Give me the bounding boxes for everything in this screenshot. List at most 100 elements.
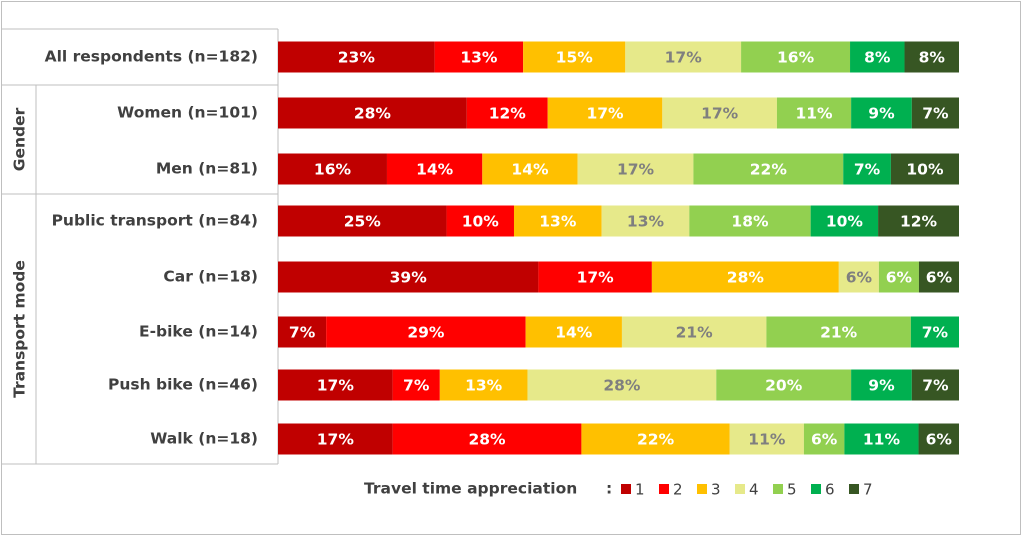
data-label: 17% (317, 431, 355, 449)
data-label: 10% (826, 213, 864, 231)
category-label: Women (n=101) (117, 104, 258, 122)
data-label: 14% (555, 324, 593, 342)
category-label: All respondents (n=182) (45, 48, 258, 66)
bar-segment (741, 41, 851, 73)
legend-swatch (697, 484, 707, 494)
bar-segment (890, 153, 959, 185)
bar-segment (838, 261, 879, 293)
data-label: 14% (511, 161, 549, 179)
data-label: 17% (577, 269, 615, 287)
legend-swatch (811, 484, 821, 494)
bar-segment (392, 369, 440, 401)
data-label: 6% (926, 269, 953, 287)
bar-segment (911, 97, 959, 129)
data-label: 20% (765, 377, 803, 395)
legend-entry: 5 (787, 481, 797, 499)
bar-segment (581, 423, 730, 455)
group-label-1: Gender (11, 107, 29, 171)
bar-segment (766, 316, 911, 348)
data-label: 9% (868, 105, 895, 123)
data-label: 13% (465, 377, 503, 395)
legend-title: Travel time appreciation (364, 480, 577, 498)
data-label: 7% (854, 161, 881, 179)
bar-segment (689, 205, 811, 237)
bar-segment (525, 316, 622, 348)
data-label: 13% (627, 213, 665, 231)
bar-segment (482, 153, 578, 185)
bar-segment (918, 261, 959, 293)
category-label: Men (n=81) (156, 160, 258, 178)
data-label: 14% (416, 161, 454, 179)
data-label: 12% (489, 105, 527, 123)
data-label: 11% (863, 431, 901, 449)
data-label: 16% (314, 161, 352, 179)
data-label: 25% (344, 213, 382, 231)
data-label: 7% (403, 377, 430, 395)
bar-segment (278, 41, 435, 73)
data-label: 17% (586, 105, 624, 123)
data-label: 7% (922, 377, 949, 395)
data-label: 7% (922, 324, 949, 342)
bar-segment (527, 369, 717, 401)
bar-segment (904, 41, 959, 73)
bar-segment (716, 369, 852, 401)
bar-segment (729, 423, 804, 455)
bar-segment (776, 97, 852, 129)
bar-segment (466, 97, 548, 129)
bar-segment (577, 153, 694, 185)
bar-segment (278, 205, 447, 237)
data-label: 21% (820, 324, 858, 342)
data-label: 18% (731, 213, 769, 231)
data-label: 6% (926, 431, 953, 449)
data-label: 28% (354, 105, 392, 123)
category-label: Car (n=18) (163, 268, 258, 286)
bar-segment (523, 41, 626, 73)
category-label: Push bike (n=46) (108, 376, 258, 394)
data-label: 28% (468, 431, 506, 449)
data-label: 10% (462, 213, 500, 231)
bar-segment (850, 41, 905, 73)
data-label: 7% (922, 105, 949, 123)
bar-segment (878, 205, 959, 237)
bar-segment (911, 369, 959, 401)
bar-segment (278, 316, 327, 348)
bar-segment (278, 369, 393, 401)
data-label: 6% (846, 269, 873, 287)
legend-swatch (849, 484, 859, 494)
bar-segment (278, 261, 539, 293)
bar-segment (434, 41, 524, 73)
bar-segment (439, 369, 528, 401)
data-label: 10% (906, 161, 944, 179)
data-label: 6% (811, 431, 838, 449)
bar-segment (278, 423, 393, 455)
data-label: 17% (317, 377, 355, 395)
bar-segment (326, 316, 526, 348)
category-label: Public transport (n=84) (52, 212, 258, 230)
data-label: 11% (795, 105, 833, 123)
data-label: 22% (637, 431, 675, 449)
bar-segment (386, 153, 483, 185)
bar-segment (878, 261, 919, 293)
data-label: 22% (750, 161, 788, 179)
data-label: 11% (748, 431, 786, 449)
data-label: 23% (338, 49, 376, 67)
legend-entry: 1 (635, 481, 645, 499)
bar-segment (547, 97, 663, 129)
data-label: 17% (617, 161, 655, 179)
bar-segment (851, 369, 912, 401)
bar-segment (910, 316, 959, 348)
bar-segment (651, 261, 839, 293)
bar-segment (601, 205, 690, 237)
data-label: 13% (460, 49, 498, 67)
data-label: 28% (727, 269, 765, 287)
data-label: 15% (556, 49, 594, 67)
legend-entry: 6 (825, 481, 835, 499)
bar-segment (851, 97, 912, 129)
data-label: 9% (868, 377, 895, 395)
bar-segment (803, 423, 845, 455)
legend-swatch (621, 484, 631, 494)
data-label: 12% (900, 213, 938, 231)
bar-segment (278, 153, 387, 185)
